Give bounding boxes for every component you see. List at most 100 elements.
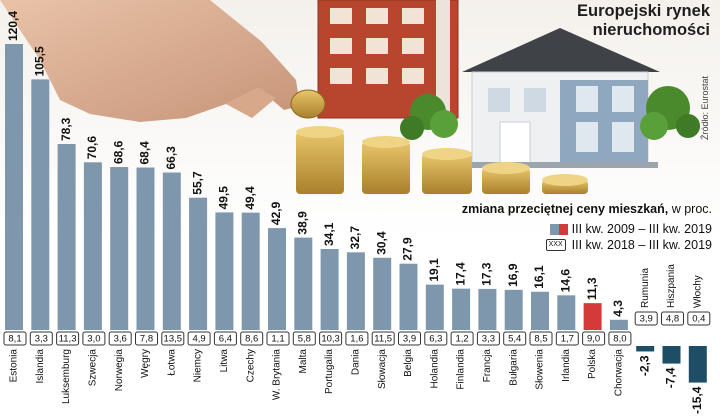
- yoy-box-portugalia: [319, 331, 343, 346]
- legend-item-2009-2019: III kw. 2009 – III kw. 2019: [549, 222, 712, 236]
- chart-subtitle: zmiana przeciętnej ceny mieszkań, w proc…: [462, 202, 712, 216]
- yoy-box-malta: [292, 331, 316, 346]
- bar-w-brytania: [268, 228, 286, 330]
- value-label-holandia: 19,1: [427, 258, 441, 282]
- yoy-box-finlandia: [450, 331, 474, 346]
- value-label-bulgaria: 16,9: [506, 263, 520, 287]
- bar-portugalia: [320, 248, 339, 330]
- yoy-box-dania: [345, 331, 369, 346]
- legend-label-1: III kw. 2009 – III kw. 2019: [571, 222, 712, 236]
- yoy-value-chorwacja: 8,0: [613, 334, 626, 345]
- yoy-value-litwa: 6,4: [219, 334, 232, 345]
- hand: [0, 0, 300, 122]
- yoy-box-slowenia: [529, 331, 553, 346]
- yoy-value-finlandia: 1,2: [455, 334, 468, 345]
- yoy-value-slowacja: 11,5: [374, 334, 392, 345]
- category-label-estonia: Estonia: [9, 349, 20, 383]
- yoy-box-belgia: [398, 331, 421, 346]
- yoy-value-bulgaria: 5,4: [508, 334, 521, 345]
- category-label-bulgaria: Bułgaria: [508, 349, 519, 386]
- yoy-value-lotwa: 13,5: [164, 334, 183, 345]
- yoy-box-czechy: [240, 331, 264, 346]
- yoy-value-czechy: 8,6: [245, 334, 258, 345]
- value-label-wlochy: -15,4: [690, 386, 704, 414]
- yoy-box-holandia: [424, 331, 448, 346]
- bar-malta: [294, 237, 313, 330]
- coin-stacks: [296, 126, 588, 194]
- yoy-box-niemcy: [187, 331, 211, 346]
- category-label-polska: Polska: [587, 349, 598, 379]
- category-label-litwa: Litwa: [219, 349, 230, 373]
- bar-niemcy: [189, 197, 208, 330]
- category-label-chorwacja: Chorwacja: [614, 349, 625, 397]
- bar-irlandia: [557, 295, 576, 330]
- bar-wlochy: [688, 346, 707, 383]
- yoy-box-francja: [476, 331, 500, 346]
- yoy-value-polska: 9,0: [587, 334, 600, 345]
- coin-held: [290, 89, 326, 119]
- bar-czechy: [241, 212, 260, 330]
- value-label-francja: 17,3: [480, 262, 494, 286]
- category-label-slowenia: Słowenia: [535, 349, 546, 390]
- legend-swatch-red: [558, 223, 568, 235]
- category-label-lotwa: Łotwa: [166, 349, 177, 376]
- category-label-norwegia: Norwegia: [114, 349, 125, 392]
- value-label-slowacja: 30,4: [374, 231, 388, 255]
- yoy-value-irlandia: 1,7: [561, 334, 574, 345]
- legend-item-2018-2019: XXX III kw. 2018 – III kw. 2019: [545, 238, 712, 252]
- value-label-irlandia: 14,6: [558, 269, 572, 293]
- yoy-box-chorwacja: [608, 331, 632, 346]
- value-label-w-brytania: 42,9: [269, 201, 283, 225]
- house-model: [462, 28, 660, 168]
- yoy-value-wlochy: 0,4: [692, 314, 705, 325]
- value-label-norwegia: 68,6: [111, 140, 125, 164]
- subtitle-unit: w proc.: [668, 202, 712, 216]
- legend-box-sample: XXX: [545, 239, 566, 251]
- category-label-malta: Malta: [298, 349, 309, 374]
- yoy-box-hiszpania: [661, 311, 684, 326]
- value-label-finlandia: 17,4: [453, 262, 467, 286]
- value-label-wegry: 68,4: [138, 141, 152, 165]
- yoy-box-slowacja: [371, 331, 395, 346]
- category-label-francja: Francja: [482, 349, 493, 383]
- category-label-portugalia: Portugalia: [324, 349, 335, 394]
- value-label-rumunia: -2,3: [637, 355, 651, 376]
- yoy-value-holandia: 6,3: [429, 334, 442, 345]
- yoy-box-litwa: [213, 331, 237, 346]
- value-label-estonia: 120,4: [6, 11, 20, 41]
- yoy-value-luksemburg: 11,3: [59, 334, 77, 345]
- value-label-portugalia: 34,1: [322, 222, 336, 246]
- yoy-box-lotwa: [161, 331, 185, 346]
- value-label-lotwa: 66,3: [164, 146, 178, 170]
- yoy-value-portugalia: 10,3: [321, 334, 340, 345]
- value-label-niemcy: 55,7: [190, 171, 204, 195]
- yoy-value-szwecja: 3,0: [87, 334, 100, 345]
- yoy-value-rumunia: 3,9: [640, 314, 653, 325]
- category-label-holandia: Holandia: [429, 349, 440, 389]
- bar-estonia: [5, 44, 23, 330]
- yoy-value-w-brytania: 1,1: [271, 334, 284, 345]
- yoy-box-bulgaria: [503, 331, 527, 346]
- yoy-box-norwegia: [108, 331, 132, 346]
- yoy-box-islandia: [29, 331, 53, 346]
- value-label-islandia: 105,5: [32, 46, 46, 76]
- legend-swatch-blue: [549, 223, 559, 235]
- category-label-niemcy: Niemcy: [193, 349, 204, 382]
- value-label-belgia: 27,9: [401, 237, 415, 261]
- category-label-luksemburg: Luksemburg: [61, 349, 72, 404]
- yoy-value-niemcy: 4,9: [192, 334, 205, 345]
- value-label-czechy: 49,4: [243, 186, 257, 210]
- trees: [400, 86, 700, 140]
- yoy-box-w-brytania: [266, 331, 290, 346]
- category-label-finlandia: Finlandia: [456, 349, 467, 390]
- bar-rumunia: [636, 346, 655, 352]
- title-line-2: nieruchomości: [592, 21, 710, 39]
- value-label-malta: 38,9: [295, 211, 309, 235]
- bar-szwecja: [83, 162, 102, 330]
- yoy-box-szwecja: [82, 331, 106, 346]
- yoy-value-slowenia: 8,5: [534, 334, 547, 345]
- bar-slowacja: [373, 257, 392, 330]
- yoy-value-belgia: 3,9: [403, 334, 416, 345]
- yoy-value-francja: 3,3: [482, 334, 495, 345]
